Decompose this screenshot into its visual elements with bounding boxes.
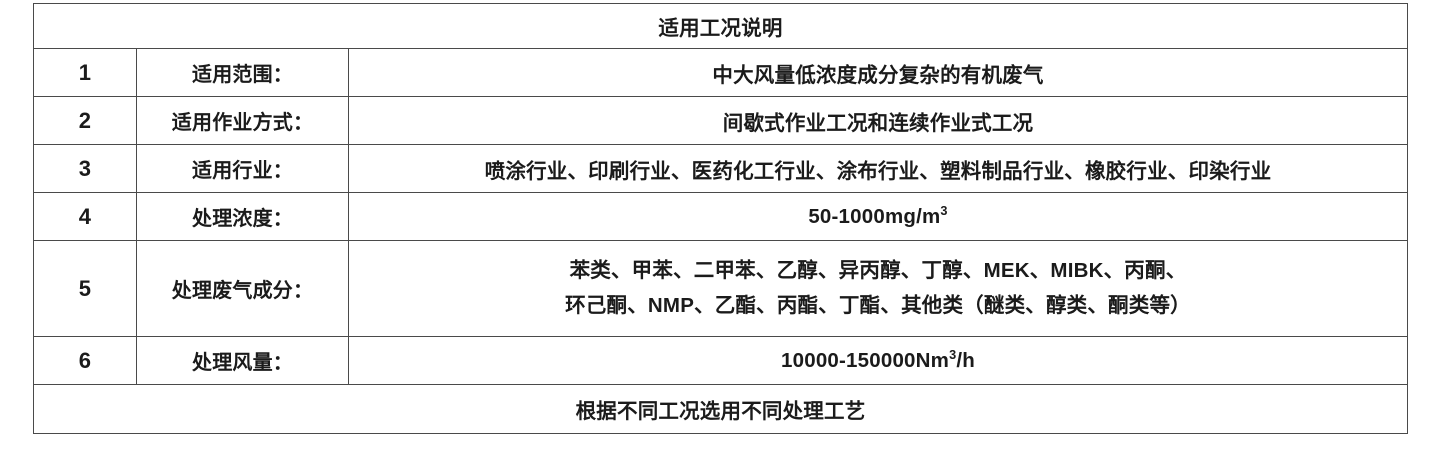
row-label-scope: 适用范围： <box>136 48 349 97</box>
row-index-2: 2 <box>33 96 137 145</box>
applicable-conditions-table: 适用工况说明 1 适用范围： 中大风量低浓度成分复杂的有机废气 2 适用作业方式… <box>33 3 1408 434</box>
components-line-1: 苯类、甲苯、二甲苯、乙醇、异丙醇、丁醇、MEK、MIBK、丙酮、 <box>569 259 1187 283</box>
row-value-scope: 中大风量低浓度成分复杂的有机废气 <box>348 48 1408 97</box>
table-row: 5 处理废气成分： 苯类、甲苯、二甲苯、乙醇、异丙醇、丁醇、MEK、MIBK、丙… <box>33 240 1408 337</box>
row-label-industries: 适用行业： <box>136 144 349 193</box>
table-title: 适用工况说明 <box>33 3 1408 49</box>
row-label-concentration: 处理浓度： <box>136 192 349 241</box>
table-row: 6 处理风量： 10000-150000Nm3/h <box>33 336 1408 385</box>
row-index-1: 1 <box>33 48 137 97</box>
table-row: 2 适用作业方式： 间歇式作业工况和连续作业式工况 <box>33 96 1408 145</box>
table-title-row: 适用工况说明 <box>33 3 1408 49</box>
row-value-concentration: 50-1000mg/m3 <box>348 192 1408 241</box>
row-label-airflow: 处理风量： <box>136 336 349 385</box>
table-row: 3 适用行业： 喷涂行业、印刷行业、医药化工行业、涂布行业、塑料制品行业、橡胶行… <box>33 144 1408 193</box>
row-value-components: 苯类、甲苯、二甲苯、乙醇、异丙醇、丁醇、MEK、MIBK、丙酮、 环己酮、NMP… <box>348 240 1408 337</box>
row-index-3: 3 <box>33 144 137 193</box>
row-index-6: 6 <box>33 336 137 385</box>
airflow-value-text: 10000-150000Nm <box>781 348 950 372</box>
row-value-operation-mode: 间歇式作业工况和连续作业式工况 <box>348 96 1408 145</box>
row-index-5: 5 <box>33 240 137 337</box>
row-label-components: 处理废气成分： <box>136 240 349 337</box>
row-label-operation-mode: 适用作业方式： <box>136 96 349 145</box>
airflow-value-superscript: 3 <box>949 346 957 362</box>
table-row: 1 适用范围： 中大风量低浓度成分复杂的有机废气 <box>33 48 1408 97</box>
row-value-industries: 喷涂行业、印刷行业、医药化工行业、涂布行业、塑料制品行业、橡胶行业、印染行业 <box>348 144 1408 193</box>
concentration-value-superscript: 3 <box>940 202 948 218</box>
airflow-value-suffix: /h <box>956 348 975 372</box>
row-value-airflow: 10000-150000Nm3/h <box>348 336 1408 385</box>
row-index-4: 4 <box>33 192 137 241</box>
table-row: 4 处理浓度： 50-1000mg/m3 <box>33 192 1408 241</box>
table-footer-note: 根据不同工况选用不同处理工艺 <box>33 384 1408 434</box>
concentration-value-text: 50-1000mg/m <box>808 204 941 228</box>
components-line-2: 环己酮、NMP、乙酯、丙酯、丁酯、其他类（醚类、醇类、酮类等） <box>565 293 1191 317</box>
table-footer-row: 根据不同工况选用不同处理工艺 <box>33 384 1408 434</box>
components-lines: 苯类、甲苯、二甲苯、乙醇、异丙醇、丁醇、MEK、MIBK、丙酮、 环己酮、NMP… <box>349 254 1407 323</box>
